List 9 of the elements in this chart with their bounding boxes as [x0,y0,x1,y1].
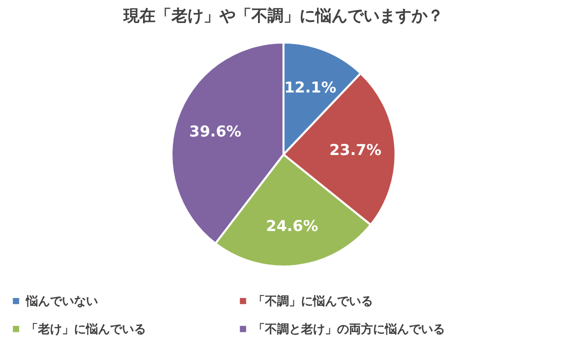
data-label: 39.6% [189,122,242,140]
legend-label: 「老け」に悩んでいる [26,322,146,336]
legend-label: 悩んでいない [25,294,98,308]
data-label: 24.6% [266,216,318,235]
legend-label: 「不調」に悩んでいる [253,294,373,308]
chart-title: 現在「老け」や「不調」に悩んでいますか？ [122,6,444,25]
data-label: 12.1% [284,78,336,97]
data-label: 23.7% [329,140,382,159]
legend-label: 「不調と老け」の両方に悩んでいる [253,322,445,336]
